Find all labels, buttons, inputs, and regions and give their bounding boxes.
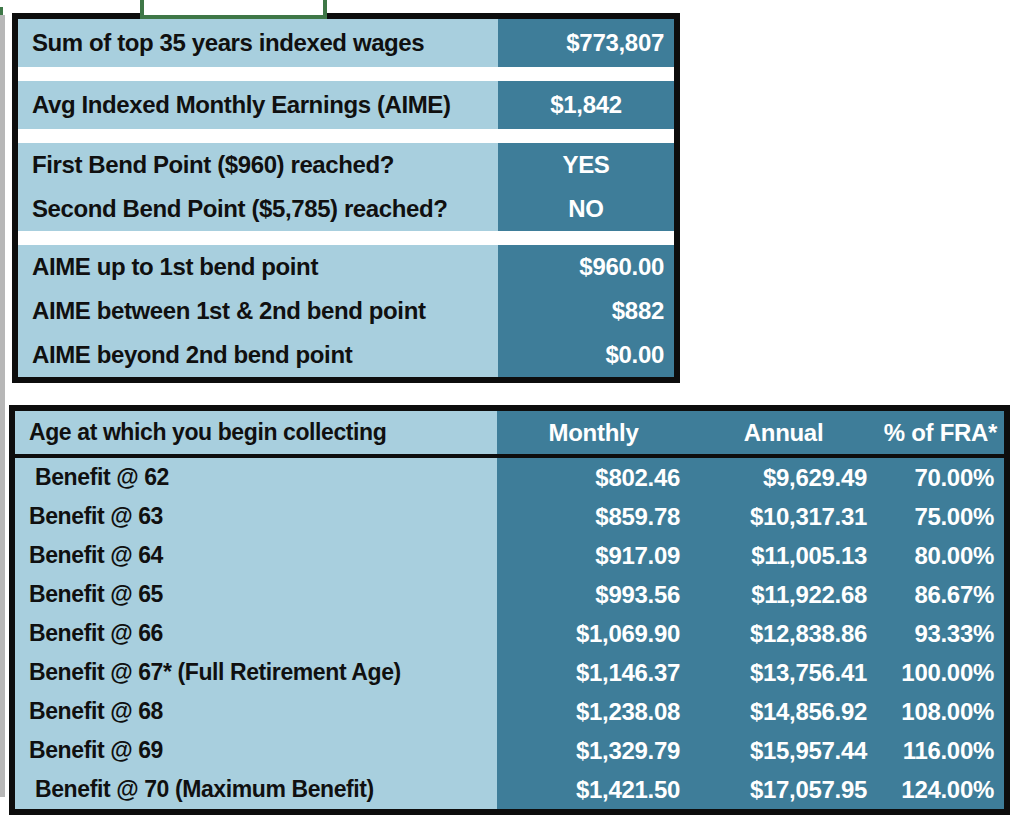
monthly-cell[interactable]: $802.46 xyxy=(497,458,690,497)
annual-cell[interactable]: $11,005.13 xyxy=(690,536,877,575)
pct-cell[interactable]: 80.00% xyxy=(877,536,1004,575)
column-header-pct-of-fra[interactable]: % of FRA* xyxy=(877,411,1004,454)
label-cell[interactable]: First Bend Point ($960) reached? xyxy=(18,143,498,187)
table-row: First Bend Point ($960) reached? YES xyxy=(18,143,674,187)
annual-cell[interactable]: $14,856.92 xyxy=(690,692,877,731)
label-cell[interactable]: Benefit @ 67* (Full Retirement Age) xyxy=(15,653,497,692)
table-header-row: Age at which you begin collecting Monthl… xyxy=(15,411,1004,454)
table-row: Benefit @ 67* (Full Retirement Age) $1,1… xyxy=(15,653,1004,692)
pct-cell[interactable]: 100.00% xyxy=(877,653,1004,692)
label-cell[interactable]: Benefit @ 62 xyxy=(15,458,497,497)
monthly-cell[interactable]: $1,146.37 xyxy=(497,653,690,692)
pct-cell[interactable]: 86.67% xyxy=(877,575,1004,614)
monthly-cell[interactable]: $859.78 xyxy=(497,497,690,536)
pct-cell[interactable]: 116.00% xyxy=(877,731,1004,770)
annual-cell[interactable]: $12,838.86 xyxy=(690,614,877,653)
value-cell[interactable]: $960.00 xyxy=(498,245,674,289)
value-cell[interactable]: $1,842 xyxy=(498,81,674,129)
aime-summary-table: Sum of top 35 years indexed wages $773,8… xyxy=(12,13,680,383)
monthly-cell[interactable]: $1,329.79 xyxy=(497,731,690,770)
annual-cell[interactable]: $11,922.68 xyxy=(690,575,877,614)
table-row: Benefit @ 69 $1,329.79 $15,957.44 116.00… xyxy=(15,731,1004,770)
table-row: Benefit @ 65 $993.56 $11,922.68 86.67% xyxy=(15,575,1004,614)
label-cell[interactable]: Benefit @ 66 xyxy=(15,614,497,653)
aime-section-wages: Sum of top 35 years indexed wages $773,8… xyxy=(18,19,674,67)
label-cell[interactable]: AIME beyond 2nd bend point xyxy=(18,333,498,377)
table-row: AIME up to 1st bend point $960.00 xyxy=(18,245,674,289)
annual-cell[interactable]: $10,317.31 xyxy=(690,497,877,536)
label-cell[interactable]: Benefit @ 63 xyxy=(15,497,497,536)
label-cell[interactable]: Benefit @ 68 xyxy=(15,692,497,731)
aime-section-bend-points: First Bend Point ($960) reached? YES Sec… xyxy=(18,143,674,231)
table-row: Benefit @ 63 $859.78 $10,317.31 75.00% xyxy=(15,497,1004,536)
value-cell[interactable]: $882 xyxy=(498,289,674,333)
label-cell[interactable]: AIME between 1st & 2nd bend point xyxy=(18,289,498,333)
annual-cell[interactable]: $17,057.95 xyxy=(690,770,877,809)
table-row: Benefit @ 70 (Maximum Benefit) $1,421.50… xyxy=(15,770,1004,809)
table-row: Avg Indexed Monthly Earnings (AIME) $1,8… xyxy=(18,81,674,129)
monthly-cell[interactable]: $1,069.90 xyxy=(497,614,690,653)
label-cell[interactable]: Benefit @ 65 xyxy=(15,575,497,614)
label-cell[interactable]: Sum of top 35 years indexed wages xyxy=(18,19,498,67)
value-cell[interactable]: $773,807 xyxy=(498,19,674,67)
pct-cell[interactable]: 70.00% xyxy=(877,458,1004,497)
table-row: Benefit @ 66 $1,069.90 $12,838.86 93.33% xyxy=(15,614,1004,653)
table-row: Sum of top 35 years indexed wages $773,8… xyxy=(18,19,674,67)
table-row: Benefit @ 68 $1,238.08 $14,856.92 108.00… xyxy=(15,692,1004,731)
row-spacer xyxy=(18,67,674,81)
pct-cell[interactable]: 124.00% xyxy=(877,770,1004,809)
label-cell[interactable]: Benefit @ 64 xyxy=(15,536,497,575)
annual-cell[interactable]: $15,957.44 xyxy=(690,731,877,770)
monthly-cell[interactable]: $1,238.08 xyxy=(497,692,690,731)
pct-cell[interactable]: 75.00% xyxy=(877,497,1004,536)
row-spacer xyxy=(18,231,674,245)
label-cell[interactable]: Second Bend Point ($5,785) reached? xyxy=(18,187,498,231)
aime-section-aime: Avg Indexed Monthly Earnings (AIME) $1,8… xyxy=(18,81,674,129)
table-row: AIME beyond 2nd bend point $0.00 xyxy=(18,333,674,377)
table-row: AIME between 1st & 2nd bend point $882 xyxy=(18,289,674,333)
pct-cell[interactable]: 93.33% xyxy=(877,614,1004,653)
header-label-cell[interactable]: Age at which you begin collecting xyxy=(15,411,497,454)
pct-cell[interactable]: 108.00% xyxy=(877,692,1004,731)
monthly-cell[interactable]: $1,421.50 xyxy=(497,770,690,809)
monthly-cell[interactable]: $993.56 xyxy=(497,575,690,614)
table-row: Benefit @ 64 $917.09 $11,005.13 80.00% xyxy=(15,536,1004,575)
column-header-monthly[interactable]: Monthly xyxy=(497,411,690,454)
benefits-by-age-table: Age at which you begin collecting Monthl… xyxy=(9,405,1010,815)
annual-cell[interactable]: $9,629.49 xyxy=(690,458,877,497)
table-row: Second Bend Point ($5,785) reached? NO xyxy=(18,187,674,231)
value-cell[interactable]: NO xyxy=(498,187,674,231)
label-cell[interactable]: Benefit @ 70 (Maximum Benefit) xyxy=(15,770,497,809)
annual-cell[interactable]: $13,756.41 xyxy=(690,653,877,692)
table-row: Benefit @ 62 $802.46 $9,629.49 70.00% xyxy=(15,458,1004,497)
value-cell[interactable]: $0.00 xyxy=(498,333,674,377)
column-header-annual[interactable]: Annual xyxy=(690,411,877,454)
label-cell[interactable]: Benefit @ 69 xyxy=(15,731,497,770)
value-cell[interactable]: YES xyxy=(498,143,674,187)
label-cell[interactable]: AIME up to 1st bend point xyxy=(18,245,498,289)
monthly-cell[interactable]: $917.09 xyxy=(497,536,690,575)
left-edge-strip xyxy=(0,15,5,797)
aime-section-splits: AIME up to 1st bend point $960.00 AIME b… xyxy=(18,245,674,377)
row-spacer xyxy=(18,129,674,143)
cell-selection-outline[interactable] xyxy=(140,0,327,19)
label-cell[interactable]: Avg Indexed Monthly Earnings (AIME) xyxy=(18,81,498,129)
